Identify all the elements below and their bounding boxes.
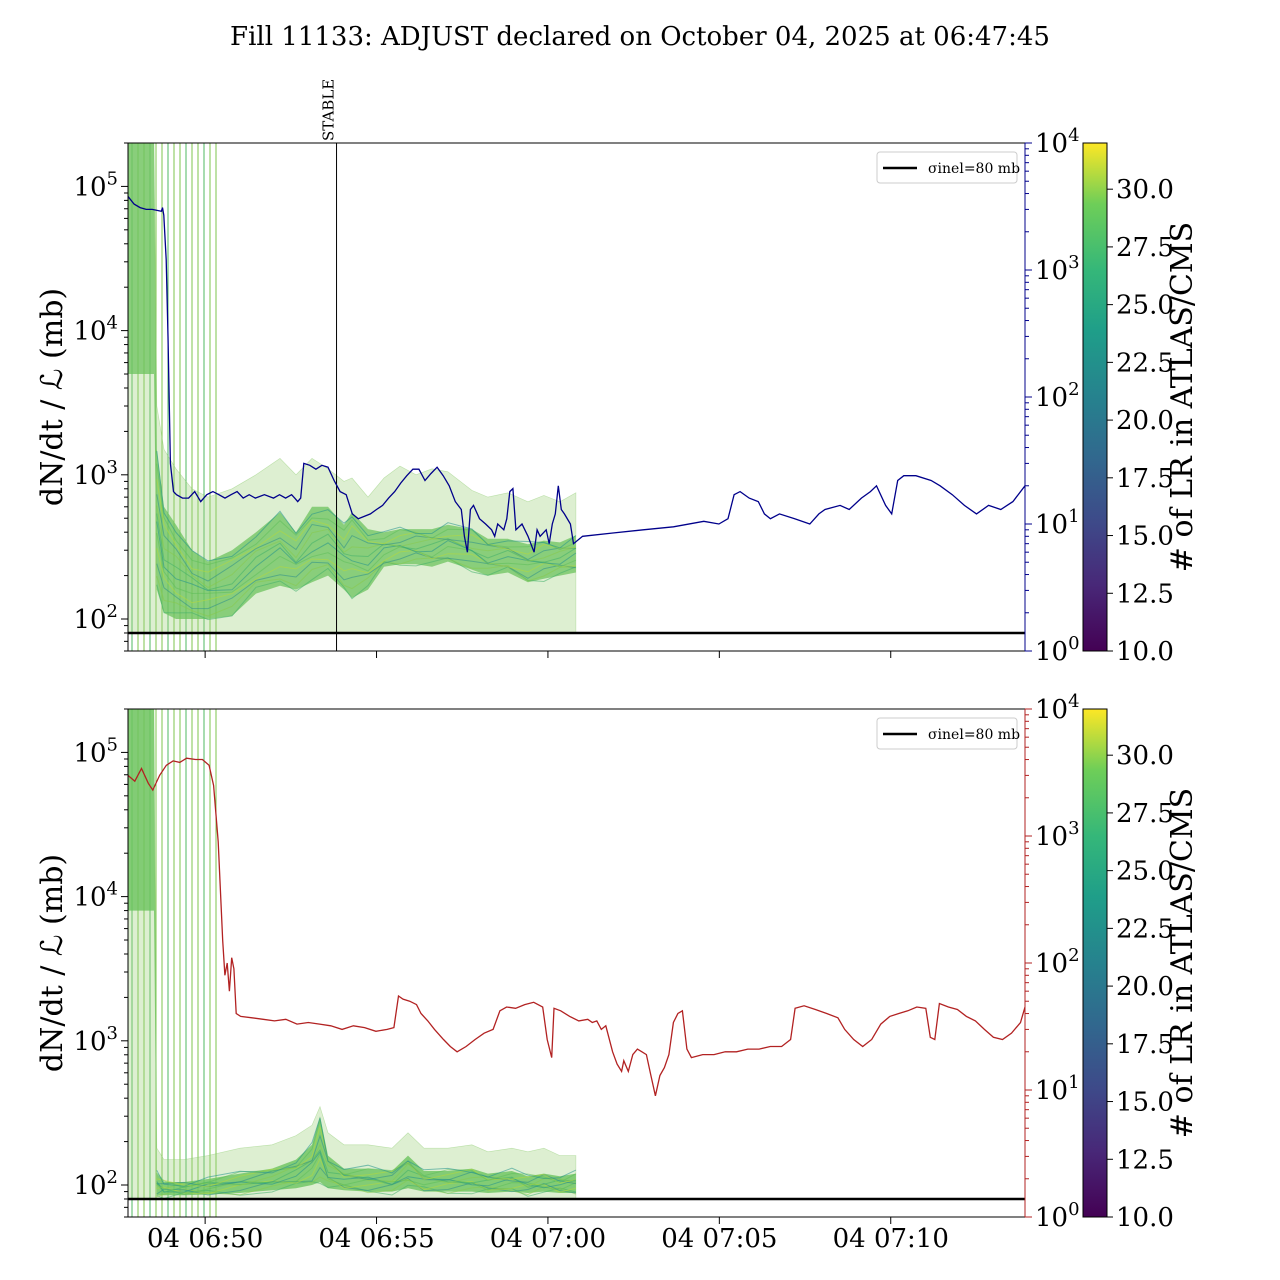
y-tick-label: 102 [73,1167,118,1201]
right-y-tick-label: 104 [1035,125,1080,159]
top-band-texture [156,451,577,621]
band-trace [156,1157,577,1195]
band-trace [156,1117,577,1187]
y-tick-label: 103 [73,1023,118,1057]
bottom-legend-box [876,717,1018,750]
band-trace [156,463,577,566]
y-tick-label: 105 [73,168,118,202]
bottom-right-axis-series [128,757,1025,1096]
bottom-y-ticks: 102 103 104 105 [73,708,128,1218]
band-trace [156,1120,577,1188]
bottom-legend: σinel=80 mb [876,717,1020,750]
stable-annotation: STABLE [320,79,338,141]
colorbar-tick-label: 17.5 [1116,1030,1174,1060]
x-tick-label: 04 07:00 [490,1224,606,1254]
colorbar-tick-label: 15.0 [1116,522,1174,552]
band-trace [156,548,576,604]
colorbar-tick-label: 30.0 [1116,741,1174,771]
right-y-tick-label: 100 [1035,1199,1080,1233]
bottom-band-core [128,709,576,1196]
colorbar-tick-label: 10.0 [1116,1203,1174,1233]
right-y-tick-label: 103 [1035,818,1080,852]
top-panel: STABLE 102 103 104 105 100 101 102 103 104 dN/d… [35,79,1080,667]
x-tick-label: 04 07:10 [833,1224,949,1254]
colorbar-tick-label: 20.0 [1116,406,1174,436]
top-legend: σinel=80 mb [876,151,1020,184]
top-band-core [128,143,576,619]
colorbar-tick-label: 22.5 [1116,348,1174,378]
band-trace [156,479,576,573]
right-y-tick-label: 102 [1035,379,1080,413]
band-trace [156,451,577,562]
top-y-ticks: 102 103 104 105 [73,142,128,652]
band-trace [156,1126,577,1188]
top-y-axis-title: dN/dt / ℒ (mb) [35,288,70,506]
bottom-legend-label: σinel=80 mb [928,727,1020,743]
y-tick-label: 103 [73,457,118,491]
colorbar-tick-label: 22.5 [1116,914,1174,944]
top-legend-box [876,151,1018,184]
right-y-tick-label: 102 [1035,945,1080,979]
right-y-tick-label: 104 [1035,691,1080,725]
top-colorbar-ticks: 10.0 12.5 15.0 17.5 20.0 22.5 25.0 27.5 30.0 [1107,175,1174,667]
bottom-y-axis-title: dN/dt / ℒ (mb) [35,854,70,1072]
colorbar-tick-label: 20.0 [1116,972,1174,1002]
colorbar-tick-label: 27.5 [1116,799,1174,829]
x-tick-label: 04 06:55 [318,1224,434,1254]
bottom-colorbar: 10.0 12.5 15.0 17.5 20.0 22.5 25.0 27.5 30.0 # o… [1082,708,1200,1233]
bottom-y-axis-label: dN/dt / ℒ (mb) [35,854,70,1072]
band-trace [156,533,577,595]
band-trace [156,1134,576,1188]
top-colorbar-gradient [1082,142,1108,652]
bottom-band-upper [128,709,577,1200]
bottom-colorbar-gradient [1082,708,1108,1218]
colorbar-tick-label: 27.5 [1116,233,1174,263]
band-trace [156,513,577,591]
bottom-plot-frame [127,708,1026,1218]
colorbar-tick-label: 25.0 [1116,291,1174,321]
right-y-tick-label: 103 [1035,252,1080,286]
right-y-tick-label: 101 [1035,506,1080,540]
colorbar-tick-label: 12.5 [1116,1145,1174,1175]
band-trace [156,521,577,592]
colorbar-tick-label: 12.5 [1116,579,1174,609]
top-right-y-ticks: 100 101 102 103 104 [1024,125,1080,667]
top-colorbar-label: # of LR in ATLAS/CMS [1165,222,1200,572]
top-colorbar-title: # of LR in ATLAS/CMS [1165,222,1200,572]
top-right-axis-series [128,195,1025,553]
top-colorbar: 10.0 12.5 15.0 17.5 20.0 22.5 25.0 27.5 30.0 # o… [1082,142,1200,667]
top-x-ticks [204,651,892,658]
top-y-axis-label: dN/dt / ℒ (mb) [35,288,70,506]
band-trace [156,1166,576,1196]
x-tick-label: 04 07:05 [661,1224,777,1254]
bottom-x-ticks: 04 06:50 04 06:55 04 07:00 04 07:05 04 07:10 [147,1217,949,1254]
bottom-colorbar-label: # of LR in ATLAS/CMS [1165,788,1200,1138]
colorbar-tick-label: 15.0 [1116,1088,1174,1118]
colorbar-tick-label: 10.0 [1116,637,1174,667]
colorbar-tick-label: 25.0 [1116,857,1174,887]
x-tick-label: 04 06:50 [147,1224,263,1254]
right-y-tick-label: 101 [1035,1072,1080,1106]
bottom-colorbar-ticks: 10.0 12.5 15.0 17.5 20.0 22.5 25.0 27.5 30.0 [1107,741,1174,1233]
y-tick-label: 105 [73,734,118,768]
y-tick-label: 104 [73,313,118,347]
chart-title: Fill 11133: ADJUST declared on October 0… [230,22,1050,52]
band-trace [156,1176,577,1198]
band-trace [156,557,577,621]
colorbar-tick-label: 30.0 [1116,175,1174,205]
bottom-band-texture [156,1117,577,1200]
y-tick-label: 102 [73,601,118,635]
colorbar-tick-label: 17.5 [1116,464,1174,494]
top-legend-label: σinel=80 mb [928,161,1020,177]
bottom-right-y-ticks: 100 101 102 103 104 [1024,691,1080,1233]
y-tick-label: 104 [73,879,118,913]
bottom-colorbar-title: # of LR in ATLAS/CMS [1165,788,1200,1138]
right-y-tick-label: 100 [1035,633,1080,667]
